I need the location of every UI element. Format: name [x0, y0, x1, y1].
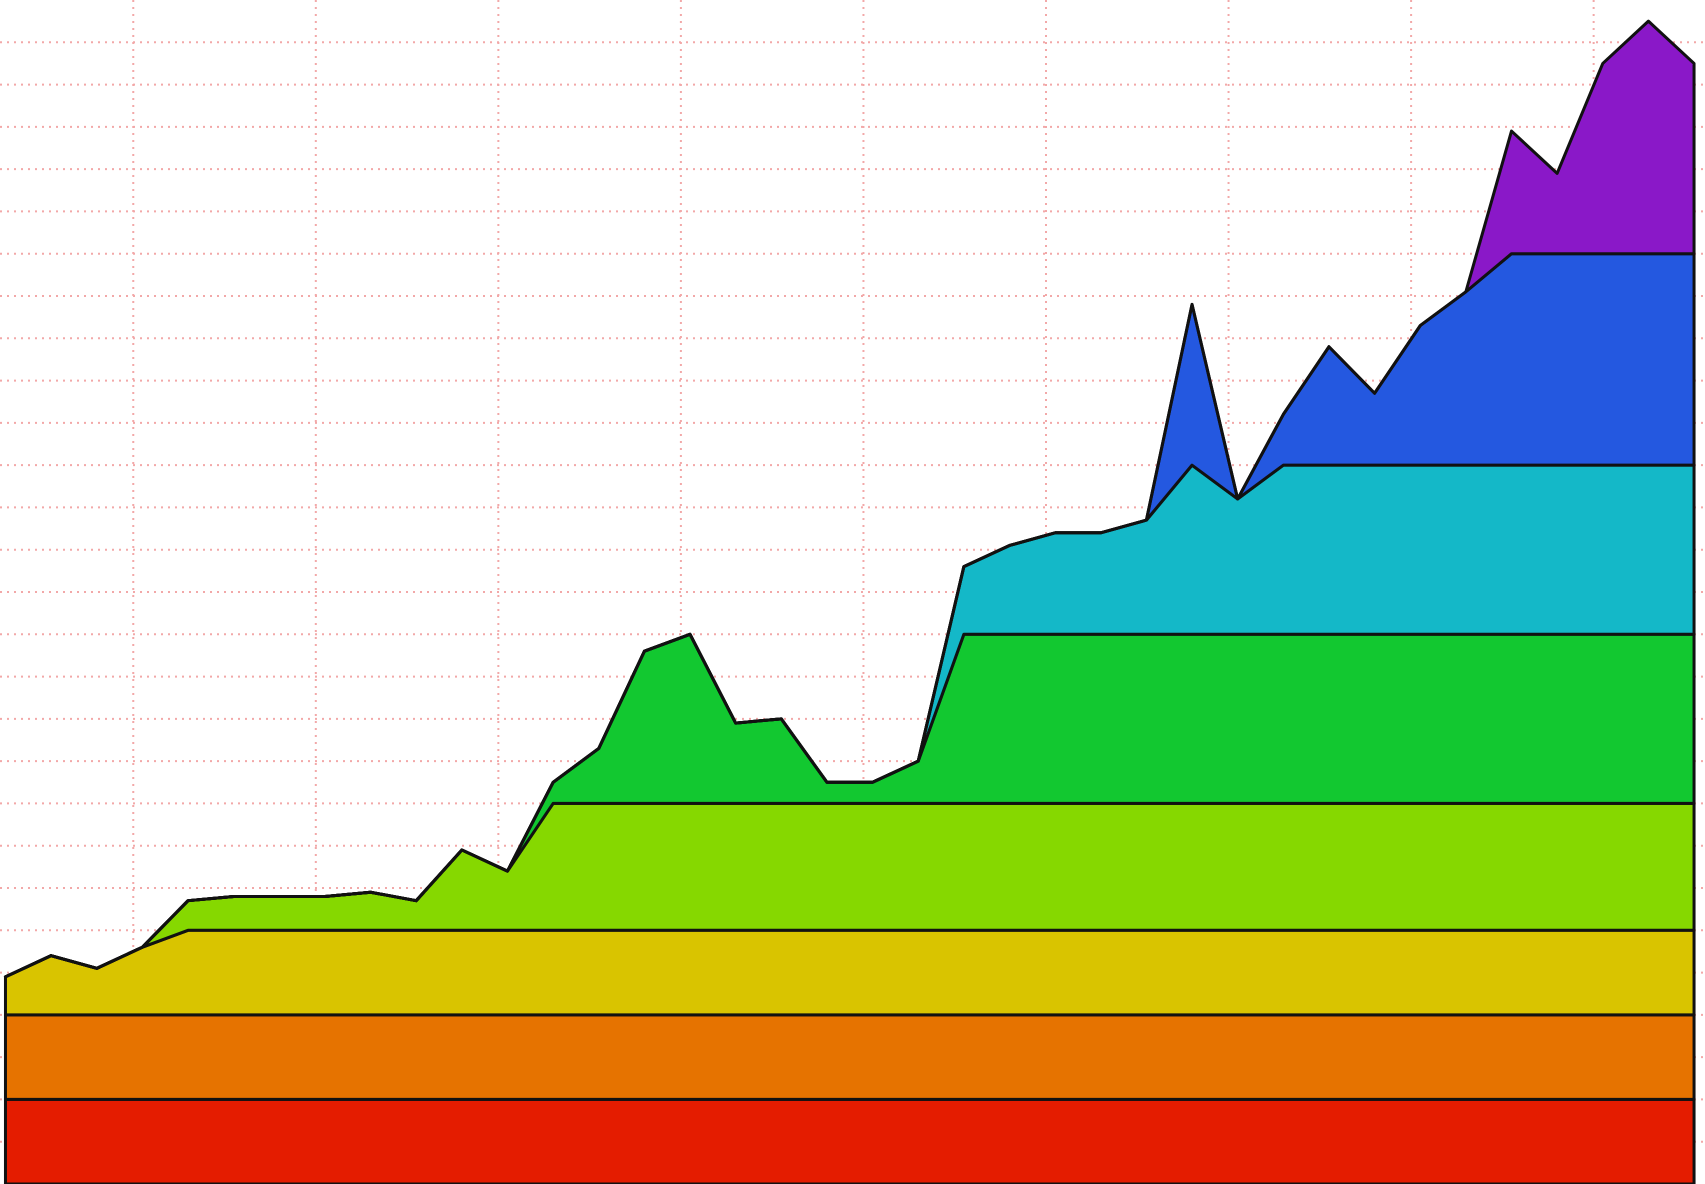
- area-layer: [3, 1013, 1696, 1101]
- area-layer: [3, 19, 1696, 979]
- area-layer: [3, 928, 1696, 1017]
- area-layer: [3, 1097, 1696, 1184]
